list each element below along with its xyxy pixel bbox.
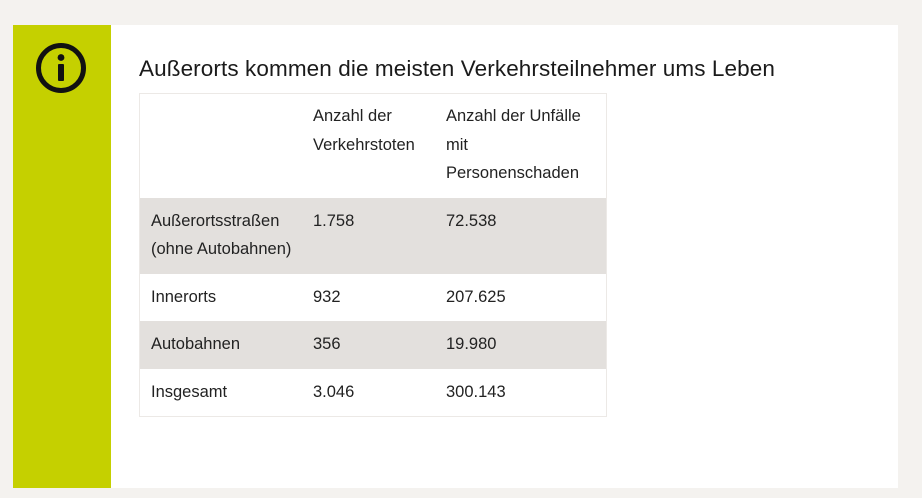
table-cell-accidents: 300.143 [446,382,506,401]
table-cell-category: Insgesamt [151,382,228,401]
column-header-fatalities: Anzahl der Verkehrstoten [313,107,415,154]
table-cell-fatalities: 932 [313,287,341,306]
statistics-table: Anzahl der Verkehrstoten Anzahl der Unfä… [139,93,607,417]
info-box-content: Außerorts kommen die meisten Verkehrstei… [111,25,898,488]
table-row: Innerorts 932 207.625 [139,273,607,321]
table-cell-accidents: 207.625 [446,287,506,306]
table-row: Außerortsstraßen (ohne Autobahnen) 1.758… [139,197,607,274]
table-cell-fatalities: 1.758 [313,211,355,230]
info-box-accent-stripe [13,25,111,488]
page-title: Außerorts kommen die meisten Verkehrstei… [139,56,775,81]
column-header-category [140,94,304,198]
table-cell-category: Innerorts [151,287,217,306]
table-cell-category: Autobahnen [151,335,241,353]
table-header-row: Anzahl der Verkehrstoten Anzahl der Unfä… [139,93,607,198]
info-box: Außerorts kommen die meisten Verkehrstei… [13,25,898,488]
table-row: Insgesamt 3.046 300.143 [139,368,607,417]
table-row: Autobahnen 356 19.980 [139,321,607,369]
table-cell-accidents: 19.980 [446,335,497,353]
table-cell-accidents: 72.538 [446,211,497,230]
table-cell-fatalities: 356 [313,335,341,353]
table-cell-category: Außerortsstraßen (ohne Autobahnen) [151,211,292,259]
info-icon [36,43,86,93]
table-cell-fatalities: 3.046 [313,382,355,401]
column-header-accidents: Anzahl der Unfälle mit Personenschaden [446,107,581,182]
